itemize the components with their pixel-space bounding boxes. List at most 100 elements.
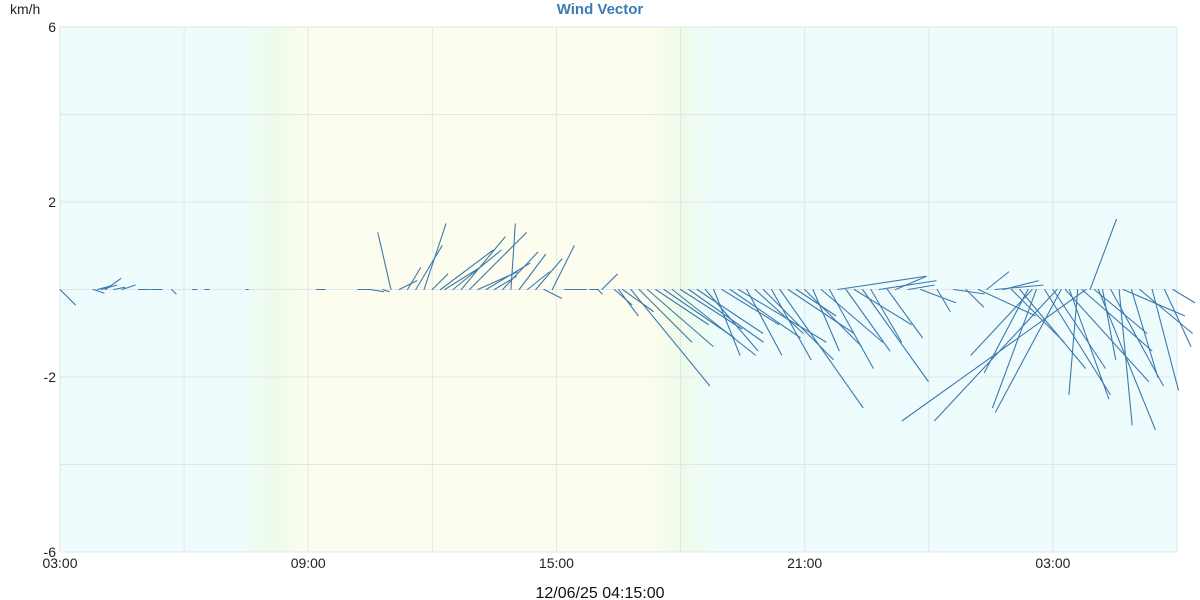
wind-vector — [729, 288, 801, 339]
wind-vector — [1093, 288, 1148, 334]
wind-vector — [771, 288, 812, 361]
wind-vector — [104, 278, 122, 291]
wind-vector — [622, 288, 654, 312]
wind-vector — [812, 288, 840, 352]
wind-vector — [983, 288, 1029, 374]
wind-vector — [535, 258, 563, 291]
wind-vector — [510, 223, 516, 291]
wind-vector — [440, 249, 494, 291]
wind-vector — [779, 288, 864, 409]
wind-vector — [369, 288, 384, 293]
wind-vector — [901, 288, 1087, 422]
wind-vector — [688, 288, 764, 343]
y-axis-unit-label: km/h — [10, 1, 40, 17]
wind-vector — [113, 286, 126, 291]
wind-vector — [630, 288, 711, 387]
wind-vector — [762, 288, 834, 361]
wind-vector — [1101, 288, 1117, 361]
wind-vector — [919, 288, 957, 304]
wind-vector — [992, 288, 1037, 409]
wind-vector — [1019, 288, 1086, 369]
wind-vector — [444, 267, 481, 291]
axes: km/h 62-2-603:00 09:00 15:00 21:00 03:00 — [10, 1, 1071, 571]
wind-vector — [721, 288, 780, 326]
wind-vector — [965, 288, 985, 308]
wind-vector — [696, 288, 764, 334]
wind-vector — [502, 251, 539, 291]
wind-vector — [746, 288, 783, 356]
wind-vector — [121, 284, 136, 291]
y-tick-label: 2 — [48, 194, 56, 210]
wind-vector — [671, 288, 756, 356]
x-tick-label: 03:00 — [1035, 555, 1070, 571]
y-tick-label: 6 — [48, 19, 56, 35]
y-tick-label: -2 — [44, 369, 57, 385]
wind-vector — [713, 288, 741, 356]
wind-vector — [1002, 280, 1039, 291]
wind-vector — [787, 288, 855, 334]
wind-vector — [862, 288, 929, 382]
wind-vector — [613, 288, 633, 306]
wind-vector — [1064, 288, 1149, 382]
wind-vector — [59, 288, 76, 306]
wind-vector — [617, 288, 639, 317]
wind-vector — [737, 288, 827, 343]
wind-vector — [1172, 288, 1196, 304]
wind-vector — [1052, 288, 1106, 369]
wind-vector — [382, 288, 390, 293]
wind-vector — [543, 288, 563, 299]
wind-vector — [460, 236, 506, 291]
wind-vector-series — [59, 218, 1196, 431]
wind-vector — [415, 245, 443, 291]
wind-vector — [1130, 288, 1159, 378]
wind-vector — [377, 232, 392, 291]
wind-vector — [680, 288, 743, 330]
wind-vector — [1068, 288, 1079, 396]
wind-vector — [994, 284, 1044, 291]
wind-vector — [406, 267, 422, 291]
wind-vector — [431, 273, 449, 291]
x-tick-label: 15:00 — [539, 555, 574, 571]
wind-vector — [986, 271, 1010, 291]
wind-vector — [704, 288, 759, 352]
wind-vector — [1081, 288, 1153, 352]
wind-vector — [970, 288, 1033, 356]
wind-vector — [601, 273, 618, 291]
wind-vector — [895, 275, 927, 291]
wind-vector — [646, 288, 714, 347]
wind-vector — [1044, 288, 1111, 396]
wind-vector — [853, 288, 912, 326]
y-tick-label: -6 — [44, 544, 57, 560]
wind-vector — [1110, 288, 1164, 387]
wind-vector — [977, 288, 1036, 317]
wind-vector — [1097, 288, 1156, 431]
wind-vector — [845, 288, 891, 352]
wind-vector — [1164, 288, 1192, 347]
wind-vector — [551, 245, 575, 291]
wind-vector — [1010, 288, 1065, 343]
wind-vector — [870, 288, 903, 343]
x-tick-label: 03:00 — [42, 555, 77, 571]
wind-vector — [804, 288, 863, 347]
wind-vector — [1089, 218, 1117, 291]
wind-vector — [1151, 288, 1179, 391]
x-tick-label: 21:00 — [787, 555, 822, 571]
wind-vector — [1139, 288, 1193, 334]
wind-vector — [1118, 288, 1133, 426]
wind-vector — [526, 271, 550, 291]
timestamp-label: 12/06/25 04:15:00 — [535, 585, 664, 600]
wind-vector — [886, 288, 923, 339]
wind-vector — [933, 288, 1058, 422]
wind-vector — [423, 223, 447, 291]
wind-vector — [994, 288, 1062, 413]
wind-vector — [638, 288, 693, 343]
wind-vector — [820, 288, 884, 343]
wind-vector — [828, 288, 874, 369]
wind-vector — [92, 288, 105, 294]
wind-vector — [655, 288, 709, 326]
wind-vector — [795, 288, 837, 317]
wind-vector — [878, 280, 937, 291]
wind-vector — [907, 284, 935, 291]
x-tick-label: 09:00 — [291, 555, 326, 571]
